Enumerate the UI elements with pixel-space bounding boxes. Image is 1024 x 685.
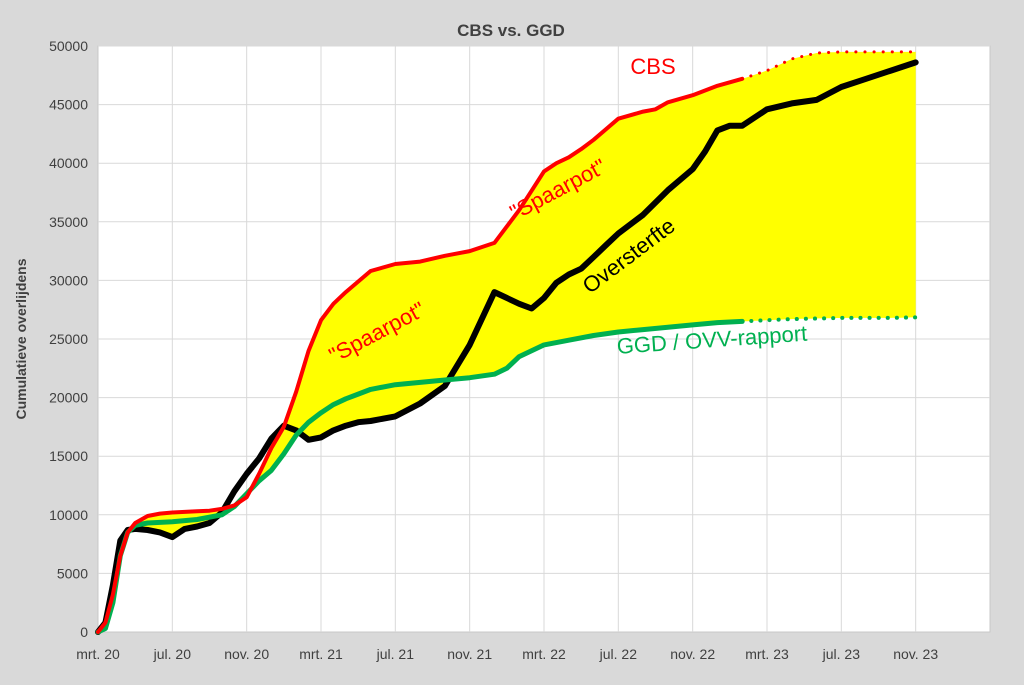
series-lines	[95, 50, 919, 635]
ggd-projection-line	[740, 315, 918, 324]
y-tick-label: 5000	[57, 565, 88, 581]
annotation-label: CBS	[630, 54, 675, 79]
x-tick-label: mrt. 22	[522, 646, 566, 662]
spaarpot-area	[98, 51, 916, 632]
x-tick-label: jul. 21	[376, 646, 415, 662]
y-tick-label: 35000	[49, 214, 88, 230]
x-tick-label: nov. 22	[670, 646, 715, 662]
chart-title: CBS vs. GGD	[457, 21, 565, 40]
x-tick-label: nov. 20	[224, 646, 269, 662]
y-tick-label: 25000	[49, 331, 88, 347]
y-tick-label: 0	[80, 624, 88, 640]
y-tick-label: 10000	[49, 507, 88, 523]
x-tick-label: jul. 23	[822, 646, 861, 662]
x-tick-label: mrt. 20	[76, 646, 120, 662]
y-tick-label: 45000	[49, 97, 88, 113]
ggd-line	[95, 318, 745, 635]
cbs-projection-line	[740, 50, 918, 81]
y-axis-ticks: 0 5000 10000 15000 20000 25000 30000 35000 40000…	[49, 38, 88, 640]
x-tick-label: jul. 20	[153, 646, 192, 662]
spaarpot-fill	[98, 51, 916, 632]
x-tick-label: nov. 21	[447, 646, 492, 662]
y-axis-label: Cumulatieve overlijdens	[13, 258, 29, 419]
y-tick-label: 20000	[49, 390, 88, 406]
x-tick-label: mrt. 21	[299, 646, 343, 662]
y-tick-label: 40000	[49, 155, 88, 171]
oversterfte-line	[95, 59, 919, 635]
x-tick-label: mrt. 23	[745, 646, 789, 662]
x-tick-label: jul. 22	[599, 646, 638, 662]
cbs-line	[96, 76, 745, 634]
y-tick-label: 50000	[49, 38, 88, 54]
y-tick-label: 15000	[49, 448, 88, 464]
y-tick-label: 30000	[49, 272, 88, 288]
x-axis-ticks: mrt. 20 jul. 20 nov. 20 mrt. 21 jul. 21 nov. …	[76, 646, 938, 662]
x-tick-label: nov. 23	[893, 646, 938, 662]
